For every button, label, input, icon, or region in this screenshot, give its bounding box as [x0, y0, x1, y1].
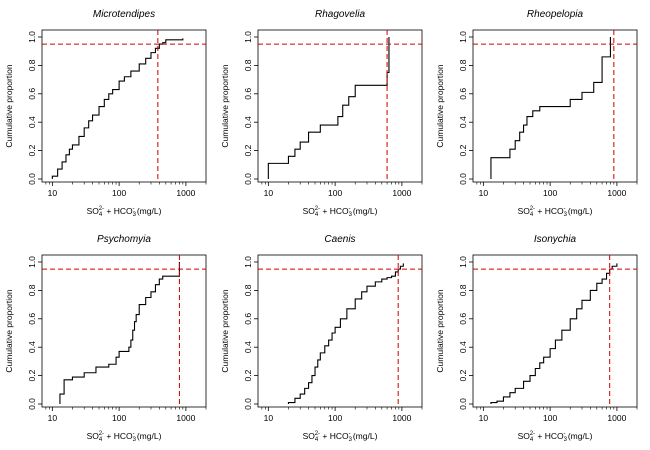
x-tick-label: 1000	[607, 188, 626, 198]
y-tick-label: 0.2	[458, 144, 468, 156]
x-tick-label: 1000	[607, 413, 626, 423]
y-axis-label: Cumulative proportion	[220, 289, 230, 372]
plot-frame	[41, 29, 207, 183]
y-tick-label: 0.4	[27, 341, 37, 353]
cdf-series-line	[490, 263, 618, 404]
y-tick-label: 0.6	[458, 313, 468, 325]
x-tick-label: 100	[112, 188, 126, 198]
y-tick-label: 0.8	[243, 59, 253, 71]
y-tick-label: 0.4	[243, 341, 253, 353]
y-tick-label: 0.8	[458, 59, 468, 71]
x-axis-label: SO42- + HCO3- (mg/L)	[87, 431, 162, 443]
y-tick-label: 0.4	[458, 116, 468, 128]
x-axis-label: SO42- + HCO3- (mg/L)	[518, 431, 593, 443]
cdf-series-line	[490, 37, 611, 179]
y-axis-label: Cumulative proportion	[4, 289, 14, 372]
plot-frame	[472, 254, 638, 408]
y-axis-label: Cumulative proportion	[4, 64, 14, 147]
plot-frame	[472, 29, 638, 183]
panel-title: Rhagovelia	[315, 9, 365, 20]
y-tick-label: 0.0	[27, 398, 37, 410]
panel-title: Rheopelopia	[527, 9, 584, 20]
y-tick-label: 0.6	[458, 88, 468, 100]
x-tick-label: 100	[543, 413, 557, 423]
y-tick-label: 0.8	[458, 284, 468, 296]
y-tick-label: 0.0	[243, 398, 253, 410]
x-tick-label: 1000	[392, 413, 411, 423]
y-tick-label: 0.6	[243, 313, 253, 325]
panel-title: Caenis	[324, 234, 355, 245]
x-tick-label: 100	[543, 188, 557, 198]
x-tick-label: 100	[328, 413, 342, 423]
plot-frame	[257, 254, 423, 408]
cdf-series-line	[267, 37, 390, 179]
y-tick-label: 0.2	[27, 369, 37, 381]
y-tick-label: 0.8	[243, 284, 253, 296]
x-tick-label: 10	[479, 188, 489, 198]
y-tick-label: 0.6	[27, 313, 37, 325]
y-tick-label: 0.2	[27, 144, 37, 156]
y-tick-label: 1.0	[27, 256, 37, 268]
y-tick-label: 0.2	[458, 369, 468, 381]
y-tick-label: 0.0	[243, 173, 253, 185]
y-tick-label: 0.0	[458, 173, 468, 185]
y-tick-label: 1.0	[458, 256, 468, 268]
x-tick-label: 10	[264, 188, 274, 198]
panel-title: Psychomyia	[97, 234, 151, 245]
chart-panel: Isonychia 0.0 0.2 0.4 0.6 0.8 1.0 10 100 1000 Cumu…	[435, 234, 638, 443]
cdf-series-line	[287, 263, 404, 404]
y-axis-label: Cumulative proportion	[435, 64, 445, 147]
x-tick-label: 10	[48, 188, 58, 198]
x-axis-label: SO42- + HCO3- (mg/L)	[518, 206, 593, 218]
chart-panel: Rhagovelia 0.0 0.2 0.4 0.6 0.8 1.0 10 100 1000 Cum…	[220, 9, 423, 218]
panel-title: Microtendipes	[93, 9, 155, 20]
y-tick-label: 0.8	[27, 284, 37, 296]
y-tick-label: 1.0	[458, 31, 468, 43]
x-tick-label: 10	[264, 413, 274, 423]
y-tick-label: 0.2	[243, 369, 253, 381]
y-tick-label: 0.8	[27, 59, 37, 71]
chart-panel: Caenis 0.0 0.2 0.4 0.6 0.8 1.0 10 100 1000 Cumulat…	[220, 234, 423, 443]
plot-frame	[41, 254, 207, 408]
y-axis-label: Cumulative proportion	[435, 289, 445, 372]
chart-panel: Psychomyia 0.0 0.2 0.4 0.6 0.8 1.0 10 100 1000 Cum…	[4, 234, 207, 443]
y-tick-label: 0.4	[458, 341, 468, 353]
x-axis-label: SO42- + HCO3- (mg/L)	[303, 431, 378, 443]
cdf-series-line	[59, 262, 180, 404]
panel-title: Isonychia	[534, 234, 577, 245]
y-tick-label: 0.4	[243, 116, 253, 128]
x-tick-label: 1000	[176, 413, 195, 423]
y-tick-label: 0.4	[27, 116, 37, 128]
plot-frame	[257, 29, 423, 183]
y-tick-label: 1.0	[243, 31, 253, 43]
x-tick-label: 1000	[176, 188, 195, 198]
cdf-series-line	[51, 38, 184, 179]
chart-panel: Microtendipes 0.0 0.2 0.4 0.6 0.8 1.0 10 100 1000…	[4, 9, 207, 218]
x-tick-label: 100	[112, 413, 126, 423]
y-tick-label: 1.0	[27, 31, 37, 43]
x-tick-label: 1000	[392, 188, 411, 198]
x-tick-label: 100	[328, 188, 342, 198]
x-axis-label: SO42- + HCO3- (mg/L)	[303, 206, 378, 218]
x-axis-label: SO42- + HCO3- (mg/L)	[87, 206, 162, 218]
x-tick-label: 10	[479, 413, 489, 423]
y-tick-label: 0.6	[243, 88, 253, 100]
y-tick-label: 0.0	[27, 173, 37, 185]
y-tick-label: 0.2	[243, 144, 253, 156]
x-tick-label: 10	[48, 413, 58, 423]
y-tick-label: 1.0	[243, 256, 253, 268]
y-tick-label: 0.0	[458, 398, 468, 410]
chart-panel: Rheopelopia 0.0 0.2 0.4 0.6 0.8 1.0 10 100 1000 Cu…	[435, 9, 638, 218]
y-axis-label: Cumulative proportion	[220, 64, 230, 147]
y-tick-label: 0.6	[27, 88, 37, 100]
